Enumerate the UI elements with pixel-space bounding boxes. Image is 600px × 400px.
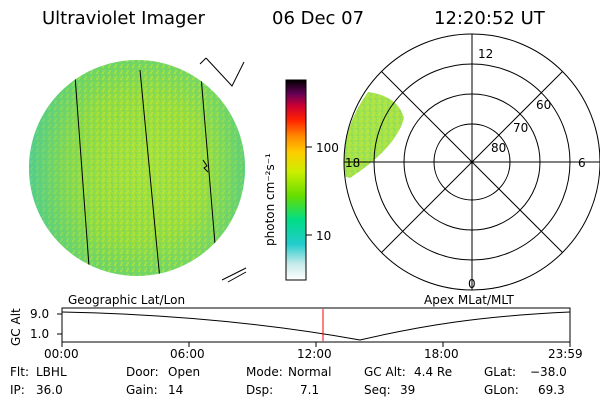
timeline-x-tick-1800: 18:00 <box>424 347 459 361</box>
timeline-x-tick-0600: 06:00 <box>170 347 205 361</box>
colorbar-label-100: 100 <box>316 141 339 155</box>
mlt-label-18: 18 <box>345 156 361 170</box>
timeline-x-tick-0000: 00:00 <box>44 347 79 361</box>
colorbar-label-10: 10 <box>316 229 332 243</box>
mlt-label-6: 6 <box>578 156 586 170</box>
filter-value: LBHL <box>36 365 67 379</box>
ip-value: 36.0 <box>36 383 63 397</box>
glat-value: −38.0 <box>530 365 567 379</box>
mlt-label-0: 0 <box>468 277 476 291</box>
mode-label: Mode: <box>246 365 283 379</box>
timeline-y-tick-1: 1.0 <box>30 327 50 341</box>
apex-label: Apex MLat/MLT <box>424 293 514 307</box>
lat-label-70: 70 <box>513 121 529 135</box>
instrument-title: Ultraviolet Imager <box>42 8 205 29</box>
timeline-x-tick-1200: 12:00 <box>297 347 332 361</box>
mlt-label-12: 12 <box>478 47 494 61</box>
polar-plot <box>343 33 600 291</box>
glat-label: GLat: <box>484 365 517 379</box>
filter-label: Flt: <box>10 365 29 379</box>
lat-label-60: 60 <box>536 98 552 112</box>
geographic-marker <box>202 159 209 173</box>
door-label: Door: <box>126 365 159 379</box>
seq-label: Seq: <box>364 383 391 397</box>
ip-label: IP: <box>10 383 25 397</box>
time-label: 12:20:52 UT <box>434 8 545 29</box>
door-value: Open <box>168 365 201 379</box>
seq-value: 39 <box>400 383 416 397</box>
glon-value: 69.3 <box>538 383 565 397</box>
gain-label: Gain: <box>126 383 158 397</box>
gain-value: 14 <box>168 383 184 397</box>
dsp-value: 7.1 <box>300 383 320 397</box>
dsp-label: Dsp: <box>246 383 274 397</box>
date-label: 06 Dec 07 <box>272 8 365 29</box>
glon-label: GLon: <box>484 383 519 397</box>
colorbar-unit-label: photon cm⁻²s⁻¹ <box>263 153 277 246</box>
timeline-x-tick-2359: 23:59 <box>548 347 583 361</box>
gc-alt-label: GC Alt: <box>364 365 406 379</box>
geographic-label: Geographic Lat/Lon <box>68 293 186 307</box>
colorbar <box>285 79 312 281</box>
mode-value: Normal <box>288 365 332 379</box>
timeline-y-axis-label: GC Alt <box>9 308 23 346</box>
gc-alt-value: 4.4 Re <box>414 365 453 379</box>
lat-label-80: 80 <box>491 141 507 155</box>
timeline-y-tick-9: 9.0 <box>30 307 50 321</box>
gc-alt-curve <box>61 311 571 341</box>
timeline-plot <box>57 307 571 347</box>
geographic-disk-image <box>29 57 247 283</box>
